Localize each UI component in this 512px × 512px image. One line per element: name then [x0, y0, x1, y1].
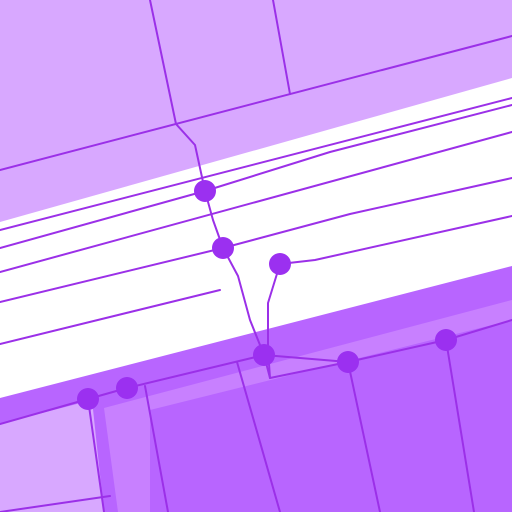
route-line-4 [0, 177, 512, 303]
parcel-north-strip[interactable] [0, 36, 512, 222]
junction-node[interactable] [435, 329, 457, 351]
junction-node[interactable] [77, 388, 99, 410]
parcel-north-left[interactable] [0, 0, 176, 170]
route-line-2 [0, 104, 512, 249]
boundary-south-1 [87, 398, 105, 512]
route-branch-main [175, 123, 349, 379]
boundary-south-2 [144, 385, 169, 512]
parcel-north-middle[interactable] [150, 0, 290, 124]
boundary-north-middle [272, 0, 291, 95]
boundary-south-6 [0, 495, 111, 512]
boundary-south-3 [236, 361, 281, 512]
junction-node[interactable] [194, 180, 216, 202]
route-line-6 [279, 215, 512, 265]
parcel-south-west[interactable] [0, 400, 104, 512]
junction-node[interactable] [116, 377, 138, 399]
junction-node[interactable] [212, 237, 234, 259]
junction-node[interactable] [337, 351, 359, 373]
junction-nodes-layer [77, 180, 457, 410]
route-line-1 [0, 97, 512, 231]
boundary-north-street-edge [0, 35, 512, 171]
boundary-south-5 [445, 339, 475, 512]
junction-node[interactable] [269, 253, 291, 275]
junction-node[interactable] [253, 344, 275, 366]
parcel-north-right[interactable] [273, 0, 512, 94]
boundary-north-left [149, 0, 177, 125]
parcel-south-inner[interactable] [104, 300, 512, 512]
route-line-3 [0, 131, 512, 273]
route-line-5 [0, 289, 221, 345]
boundary-south-4 [347, 361, 381, 512]
cable-routes-layer [0, 97, 512, 379]
